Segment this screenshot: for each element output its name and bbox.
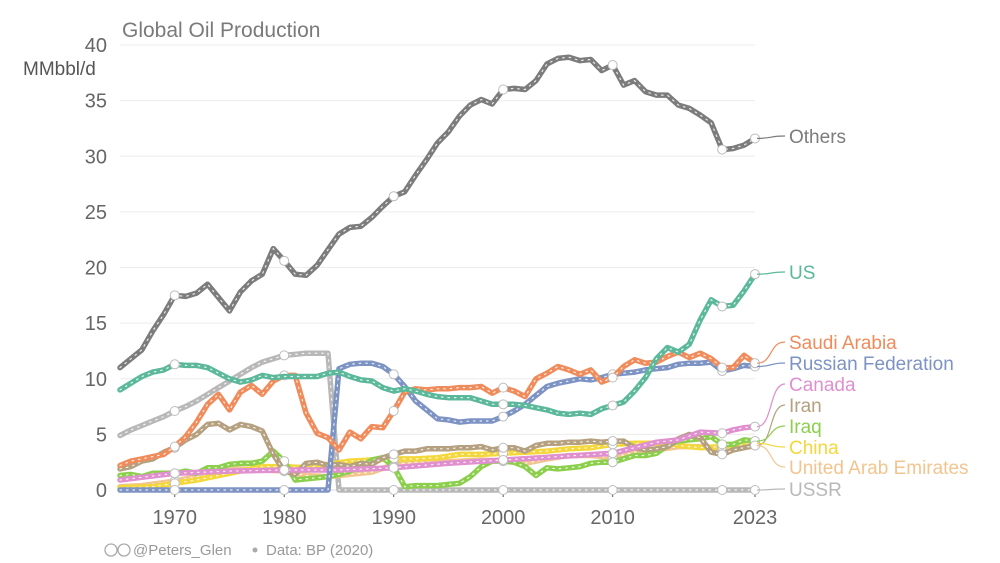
data-point-ussr [279,350,290,361]
data-point-canada [498,454,509,465]
series-others [117,54,760,371]
series-label-china: China [789,438,839,459]
credit-line: @Peters_Glen Data: BP (2020) [104,542,373,559]
label-connector-russian-federation [756,362,786,368]
data-point-canada [279,464,290,475]
data-point-saudi-arabia [388,406,399,417]
series-line-us [117,271,758,418]
separator-dot [252,547,258,553]
y-tick-label: 5 [96,424,107,446]
data-point-others [388,191,399,202]
label-connector-iraq [756,425,786,442]
credit-source: Data: BP (2020) [266,542,373,559]
y-tick-label: 20 [85,258,107,280]
data-point-ussr [607,485,618,495]
label-connector-ussr [756,488,786,491]
y-tick-label: 25 [85,202,107,224]
series-dots-saudi-arabia [119,351,756,467]
data-point-saudi-arabia [607,372,618,383]
series-lines [117,54,760,495]
data-point-iran [498,442,509,453]
data-point-iran [717,449,728,460]
label-connector-united-arab-emirates [756,444,786,468]
data-point-ussr [388,485,399,495]
x-tick-label: 2023 [733,507,778,529]
series-line-iran [117,420,758,478]
series-dots-others [119,56,756,369]
y-axis-label: MMbbl/d [23,59,96,80]
series-us [117,269,760,418]
x-tick-label: 1980 [262,507,307,529]
data-point-ussr [498,485,509,495]
data-point-iran [607,436,618,447]
data-point-russian-federation [388,369,399,380]
data-point-canada [388,462,399,473]
data-point-saudi-arabia [169,441,180,452]
series-label-united-arab-emirates: United Arab Emirates [789,458,969,479]
data-point-iraq [717,439,728,450]
series-label-saudi-arabia: Saudi Arabia [789,333,897,354]
series-label-canada: Canada [789,375,856,396]
x-tick-label: 1970 [152,507,197,529]
cc-by-icon [104,543,131,557]
data-point-canada [717,428,728,439]
label-connector-us [756,271,786,275]
y-tick-label: 35 [85,91,107,113]
data-point-russian-federation [279,485,290,495]
y-axis-ticks: 0 5 10 15 20 25 30 35 40 [85,35,107,502]
data-point-us [607,400,618,411]
data-point-others [279,255,290,266]
data-point-iran [388,449,399,460]
credit-author: @Peters_Glen [133,542,232,559]
label-connector-china [756,442,786,448]
chart-title: Global Oil Production [122,19,320,42]
data-point-us [498,399,509,410]
data-point-canada [169,468,180,479]
series-ussr [117,350,760,495]
data-point-saudi-arabia [498,382,509,393]
series-label-russian-federation: Russian Federation [789,354,954,375]
data-point-russian-federation [498,411,509,422]
x-tick-label: 2000 [481,507,526,529]
x-axis-ticks: 1970 1980 1990 2000 2010 2023 [152,490,777,529]
data-point-others [498,84,509,95]
data-point-ussr [717,485,728,495]
label-connector-canada [756,383,786,428]
y-tick-label: 0 [96,480,107,502]
series-label-iraq: Iraq [789,417,822,438]
series-label-others: Others [789,127,846,148]
y-tick-label: 10 [85,369,107,391]
data-point-russian-federation [169,485,180,495]
series-label-us: US [789,263,815,284]
data-point-others [717,144,728,155]
series-dots-ussr [119,352,756,491]
x-tick-label: 1990 [371,507,416,529]
y-tick-label: 15 [85,313,107,335]
series-label-ussr: USSR [789,480,842,501]
series-dots-iraq [119,435,756,488]
data-point-others [169,290,180,301]
x-tick-label: 2010 [590,507,635,529]
y-tick-label: 40 [85,35,107,57]
series-canada [117,421,760,483]
series-line-others [117,54,758,371]
label-connector-saudi-arabia [756,341,786,364]
data-point-us [717,301,728,312]
data-point-iraq [607,457,618,468]
data-point-canada [607,448,618,459]
credit-author-name: Peters_Glen [148,542,231,559]
data-point-ussr [169,406,180,417]
data-point-others [607,60,618,71]
label-connector-others [756,135,786,139]
series-label-iran: Iran [789,396,822,417]
data-point-saudi-arabia [717,362,728,373]
y-tick-label: 30 [85,146,107,168]
label-connector-iran [756,404,786,447]
data-point-us [169,359,180,370]
